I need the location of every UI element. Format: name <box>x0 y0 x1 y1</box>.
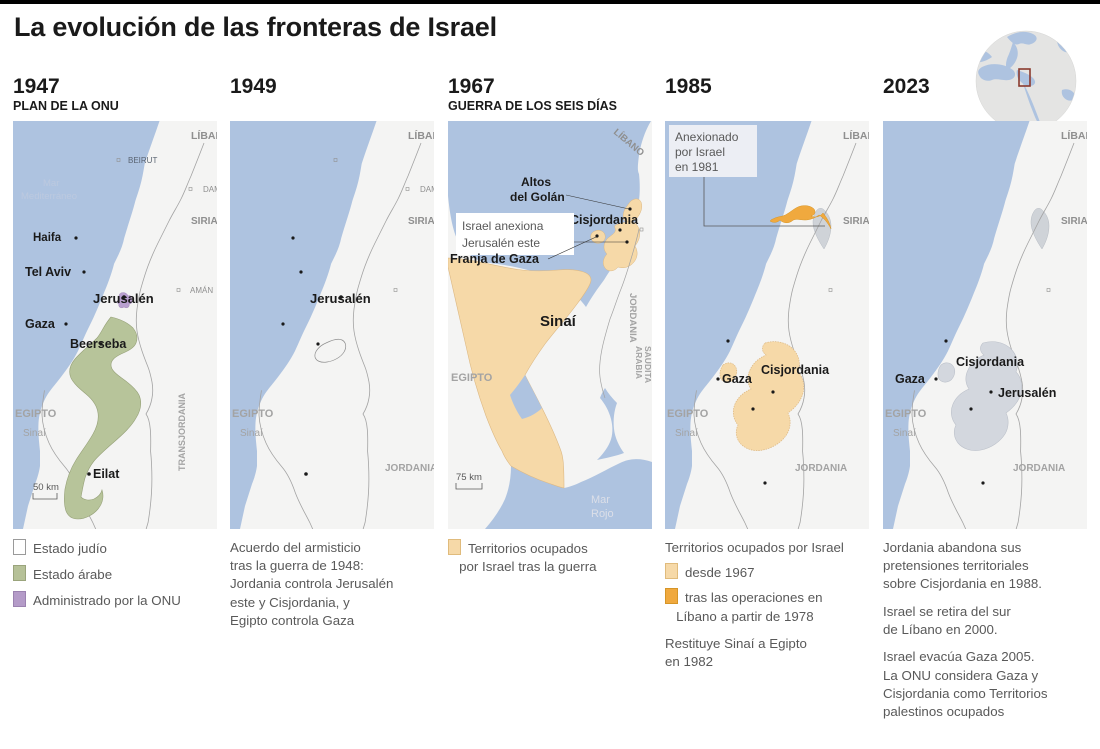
svg-text:Altos: Altos <box>521 175 551 189</box>
svg-text:SIRIA: SIRIA <box>191 216 217 227</box>
svg-text:Sinaí: Sinaí <box>540 313 577 330</box>
svg-text:EGIPTO: EGIPTO <box>451 372 493 384</box>
svg-text:EGIPTO: EGIPTO <box>667 408 709 420</box>
svg-text:Mar: Mar <box>43 178 59 189</box>
svg-text:JORDANIA: JORDANIA <box>627 293 638 343</box>
svg-text:SAUDITA: SAUDITA <box>643 346 652 383</box>
svg-text:Gaza: Gaza <box>895 372 926 386</box>
svg-text:DAMASCO: DAMASCO <box>420 185 434 194</box>
svg-text:Cisjordania: Cisjordania <box>761 363 830 377</box>
svg-text:EGIPTO: EGIPTO <box>885 408 927 420</box>
svg-text:Beerseba: Beerseba <box>70 337 127 351</box>
svg-text:Eilat: Eilat <box>93 467 120 481</box>
svg-text:Haifa: Haifa <box>33 232 62 244</box>
svg-text:Sinaí: Sinaí <box>675 428 698 439</box>
svg-text:DAMASCO: DAMASCO <box>203 185 217 194</box>
svg-text:Jerusalén este: Jerusalén este <box>462 236 540 250</box>
svg-text:Sinaí: Sinaí <box>893 428 916 439</box>
svg-text:AMÁN: AMÁN <box>190 286 213 295</box>
svg-text:en 1981: en 1981 <box>675 160 719 174</box>
svg-text:50 km: 50 km <box>33 482 59 493</box>
svg-text:LÍBANO: LÍBANO <box>843 129 869 142</box>
svg-text:Mediterráneo: Mediterráneo <box>21 191 77 202</box>
svg-text:SIRIA: SIRIA <box>843 216 869 227</box>
svg-text:SIRIA: SIRIA <box>1061 216 1087 227</box>
svg-text:JORDANIA: JORDANIA <box>795 463 847 474</box>
svg-text:ARABIA: ARABIA <box>634 346 644 379</box>
svg-text:Tel Aviv: Tel Aviv <box>25 265 71 279</box>
svg-text:Mar: Mar <box>591 494 610 506</box>
svg-text:Franja de Gaza: Franja de Gaza <box>450 252 540 266</box>
svg-text:Anexionado: Anexionado <box>675 130 739 144</box>
svg-text:Sinaí: Sinaí <box>23 428 46 439</box>
svg-text:EGIPTO: EGIPTO <box>15 408 57 420</box>
svg-text:Sinaí: Sinaí <box>240 428 263 439</box>
svg-text:Jerusalén: Jerusalén <box>998 386 1056 400</box>
svg-text:EGIPTO: EGIPTO <box>232 408 274 420</box>
svg-text:BEIRUT: BEIRUT <box>128 156 157 165</box>
svg-text:JORDANIA: JORDANIA <box>385 463 434 474</box>
svg-text:Gaza: Gaza <box>25 317 56 331</box>
svg-text:Gaza: Gaza <box>722 372 753 386</box>
svg-text:Cisjordania: Cisjordania <box>570 213 639 227</box>
svg-text:JORDANIA: JORDANIA <box>1013 463 1065 474</box>
svg-text:del Golán: del Golán <box>510 190 565 204</box>
svg-text:LÍBANO: LÍBANO <box>408 129 434 142</box>
svg-text:por Israel: por Israel <box>675 145 725 159</box>
svg-text:LÍBANO: LÍBANO <box>191 129 217 142</box>
svg-text:TRANSJORDANIA: TRANSJORDANIA <box>177 392 187 471</box>
svg-text:75 km: 75 km <box>456 472 482 483</box>
svg-text:Israel anexiona: Israel anexiona <box>462 219 544 233</box>
svg-text:Cisjordania: Cisjordania <box>956 355 1025 369</box>
svg-text:LÍBANO: LÍBANO <box>1061 129 1087 142</box>
svg-text:Rojo: Rojo <box>591 508 614 520</box>
svg-text:SIRIA: SIRIA <box>408 216 434 227</box>
